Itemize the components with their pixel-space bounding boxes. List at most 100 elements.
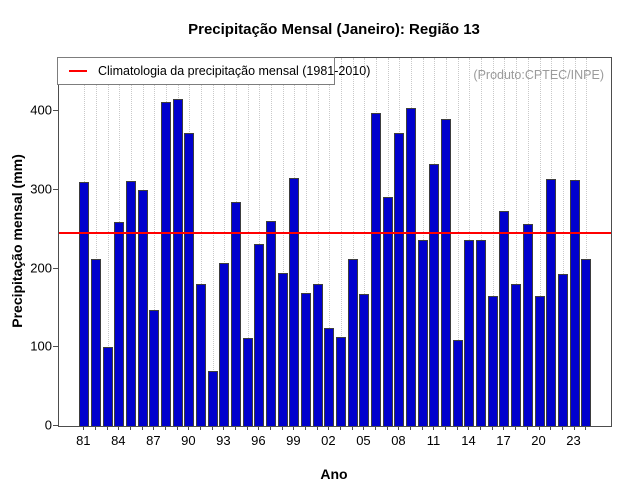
x-tick-mark	[235, 426, 237, 430]
gridline	[107, 58, 109, 426]
x-tick-mark	[94, 426, 96, 430]
bar-23	[569, 180, 580, 426]
gridline	[352, 58, 354, 426]
gridline	[95, 58, 97, 426]
y-tick-mark	[53, 189, 58, 190]
x-tick-mark	[585, 426, 587, 430]
bar-84	[114, 222, 125, 426]
y-tick-label: 100	[30, 338, 52, 354]
bar-01	[312, 284, 323, 426]
bar-20	[534, 296, 545, 426]
legend-red-line-sample	[69, 70, 87, 72]
x-tick-mark	[340, 426, 342, 430]
legend-box: Climatologia da precipitação mensal (198…	[57, 57, 370, 85]
bar-14	[464, 240, 475, 426]
bar-92	[207, 371, 218, 426]
gridline	[516, 58, 518, 426]
x-tick-mark	[445, 426, 447, 430]
x-tick-label: 96	[251, 433, 266, 448]
x-tick-label: 08	[391, 433, 406, 448]
bar-24	[581, 259, 592, 426]
bar-90	[184, 133, 195, 426]
x-tick-label: 99	[286, 433, 301, 448]
y-tick-mark	[53, 268, 58, 269]
x-tick-mark	[328, 426, 330, 430]
x-tick-label: 93	[216, 433, 231, 448]
bar-03	[336, 337, 347, 426]
x-tick-mark	[363, 426, 365, 430]
x-tick-mark	[398, 426, 400, 430]
bar-85	[125, 181, 136, 426]
x-tick-label: 81	[76, 433, 91, 448]
bar-07	[382, 197, 393, 426]
x-tick-mark	[176, 426, 178, 430]
x-tick-mark	[456, 426, 458, 430]
gridline	[562, 58, 564, 426]
x-tick-mark	[246, 426, 248, 430]
bar-88	[161, 102, 171, 426]
x-tick-mark	[305, 426, 307, 430]
x-tick-mark	[410, 426, 412, 430]
bar-13	[452, 340, 463, 426]
bar-21	[546, 179, 557, 426]
x-tick-mark	[141, 426, 143, 430]
x-tick-mark	[538, 426, 540, 430]
bar-04	[347, 259, 358, 426]
x-tick-mark	[200, 426, 202, 430]
gridline	[539, 58, 541, 426]
x-tick-mark	[386, 426, 388, 430]
x-tick-mark	[129, 426, 131, 430]
gridline	[247, 58, 249, 426]
gridline	[329, 58, 331, 426]
bar-11	[429, 164, 440, 426]
bar-08	[394, 133, 405, 426]
x-tick-mark	[188, 426, 190, 430]
x-axis-title: Ano	[320, 466, 348, 482]
x-tick-mark	[561, 426, 563, 430]
x-tick-label: 17	[496, 433, 511, 448]
gridline	[212, 58, 214, 426]
bar-18	[511, 284, 522, 426]
gridline	[259, 58, 261, 426]
plot-area	[58, 57, 612, 427]
x-tick-label: 20	[531, 433, 546, 448]
x-tick-label: 05	[356, 433, 371, 448]
gridline	[201, 58, 203, 426]
x-tick-mark	[515, 426, 517, 430]
x-tick-mark	[293, 426, 295, 430]
x-tick-label: 02	[321, 433, 336, 448]
x-tick-mark	[165, 426, 166, 430]
y-tick-label: 200	[30, 260, 52, 276]
bar-15	[476, 240, 487, 426]
bar-93	[219, 263, 230, 426]
gridline	[492, 58, 494, 426]
x-tick-mark	[550, 426, 552, 430]
y-tick-label: 0	[44, 417, 52, 433]
gridline	[154, 58, 156, 426]
x-tick-label: 14	[461, 433, 476, 448]
x-tick-mark	[270, 426, 272, 430]
bar-05	[359, 294, 370, 426]
bar-12	[441, 119, 452, 426]
x-tick-mark	[281, 426, 283, 430]
bar-87	[149, 310, 160, 426]
y-tick-mark	[53, 425, 58, 426]
x-tick-mark	[503, 426, 505, 430]
y-axis-title: Precipitação mensal (mm)	[9, 154, 25, 328]
x-tick-label: 11	[426, 433, 441, 448]
bar-95	[242, 338, 253, 426]
x-tick-label: 23	[566, 433, 581, 448]
x-tick-mark	[421, 426, 423, 430]
bar-94	[231, 202, 242, 426]
x-tick-mark	[573, 426, 575, 430]
bar-06	[371, 113, 382, 426]
bar-81	[79, 182, 90, 426]
x-tick-mark	[211, 426, 213, 430]
bar-99	[289, 178, 300, 426]
y-tick-label: 300	[30, 181, 52, 197]
x-tick-label: 87	[146, 433, 161, 448]
x-tick-mark	[433, 426, 435, 430]
bar-00	[301, 293, 312, 426]
bar-86	[137, 190, 148, 426]
bar-97	[266, 221, 277, 426]
